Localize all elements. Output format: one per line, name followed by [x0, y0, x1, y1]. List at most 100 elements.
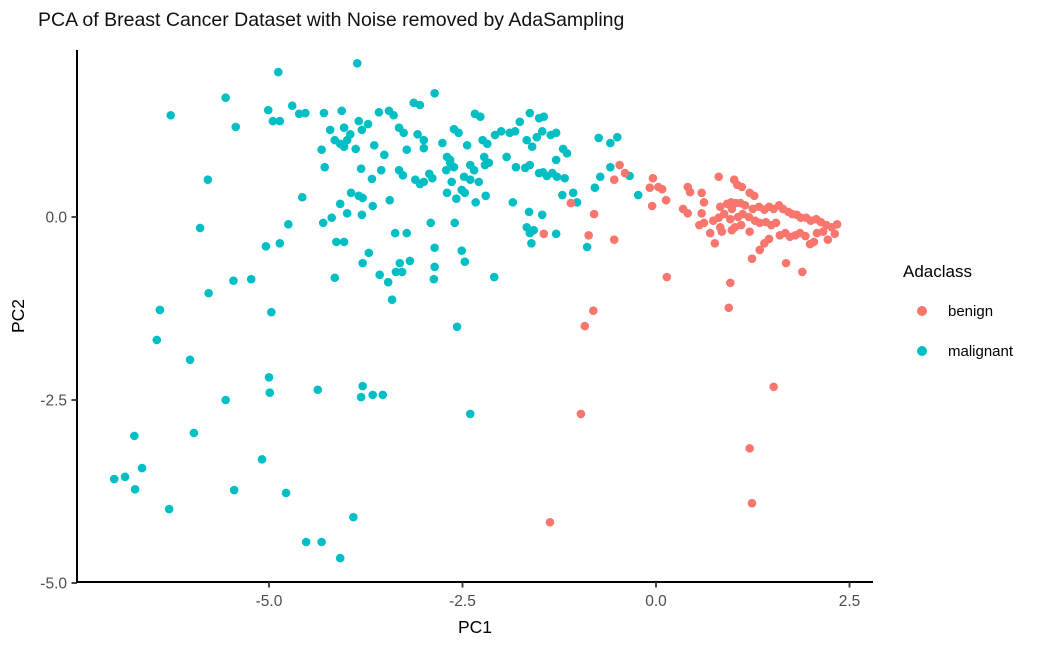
data-point-malignant — [137, 463, 147, 473]
benign-point-icon — [917, 306, 927, 316]
data-point-benign — [697, 188, 706, 198]
data-point-malignant — [450, 218, 460, 228]
data-point-malignant — [454, 128, 463, 138]
data-point-malignant — [281, 488, 291, 498]
malignant-point-icon — [917, 346, 927, 356]
data-point-malignant — [275, 239, 285, 248]
data-point-malignant — [595, 172, 605, 182]
data-point-malignant — [339, 142, 349, 152]
data-point-malignant — [397, 267, 407, 277]
data-point-malignant — [339, 237, 349, 247]
data-point-malignant — [405, 256, 415, 266]
data-point-malignant — [479, 152, 489, 162]
data-point-malignant — [415, 100, 425, 110]
data-point-malignant — [525, 108, 535, 118]
data-point-malignant — [330, 273, 340, 283]
data-point-malignant — [342, 209, 352, 218]
data-point-malignant — [367, 174, 377, 184]
data-point-malignant — [109, 474, 119, 484]
data-point-malignant — [438, 138, 447, 148]
data-point-malignant — [313, 385, 323, 395]
data-point-malignant — [335, 553, 345, 563]
data-point-malignant — [378, 390, 388, 400]
data-point-malignant — [327, 213, 336, 223]
data-point-malignant — [606, 162, 615, 172]
data-point-benign — [539, 229, 549, 239]
data-point-malignant — [471, 198, 480, 207]
data-point-malignant — [551, 155, 561, 165]
data-point-benign — [726, 214, 735, 224]
data-point-malignant — [447, 177, 456, 187]
data-point-malignant — [337, 106, 347, 116]
data-point-malignant — [527, 142, 537, 152]
data-point-malignant — [275, 116, 285, 126]
x-tick-label: 0.0 — [645, 593, 667, 610]
data-point-malignant — [263, 105, 273, 115]
data-point-malignant — [257, 454, 267, 464]
data-point-malignant — [203, 175, 213, 184]
data-point-benign — [797, 267, 807, 277]
data-point-malignant — [511, 162, 521, 172]
data-point-malignant — [606, 138, 615, 148]
data-point-malignant — [358, 193, 367, 203]
data-point-benign — [801, 231, 810, 241]
data-point-malignant — [413, 129, 422, 139]
data-point-malignant — [552, 172, 562, 182]
data-point-malignant — [590, 183, 600, 193]
data-point-benign — [662, 272, 672, 282]
data-point-benign — [615, 160, 624, 170]
data-point-malignant — [221, 93, 230, 102]
data-point-malignant — [267, 307, 276, 317]
data-point-benign — [609, 235, 619, 244]
data-point-malignant — [562, 149, 572, 158]
data-point-malignant — [539, 112, 549, 122]
axes — [76, 50, 873, 583]
data-point-malignant — [374, 108, 384, 117]
legend: Adaclass benign malignant — [903, 262, 1013, 380]
data-point-malignant — [268, 116, 278, 126]
data-point-malignant — [532, 132, 542, 142]
data-point-malignant — [320, 162, 330, 172]
data-point-malignant — [376, 165, 386, 175]
data-point-malignant — [357, 210, 367, 220]
data-point-malignant — [582, 242, 592, 252]
data-point-malignant — [560, 173, 569, 183]
data-point-benign — [830, 229, 840, 239]
data-point-benign — [771, 218, 781, 228]
legend-title: Adaclass — [903, 262, 972, 281]
data-point-malignant — [558, 190, 567, 200]
data-point-malignant — [231, 122, 241, 132]
legend-label-benign: benign — [948, 302, 994, 320]
data-point-malignant — [273, 67, 283, 77]
data-point-malignant — [297, 192, 307, 202]
data-point-benign — [609, 175, 619, 184]
data-point-malignant — [317, 145, 326, 154]
data-point-malignant — [429, 274, 439, 284]
data-point-malignant — [391, 267, 401, 277]
data-point-benign — [589, 209, 599, 219]
data-point-malignant — [284, 220, 293, 229]
data-point-malignant — [551, 128, 561, 138]
data-point-malignant — [489, 272, 499, 282]
data-point-malignant — [339, 123, 349, 132]
data-point-malignant — [352, 58, 362, 68]
data-point-malignant — [402, 228, 412, 238]
data-point-malignant — [459, 172, 469, 182]
data-point-malignant — [594, 133, 604, 143]
data-point-malignant — [351, 144, 360, 154]
data-point-malignant — [537, 127, 547, 136]
data-point-benign — [620, 168, 630, 178]
data-point-benign — [727, 225, 737, 235]
data-point-benign — [589, 306, 598, 315]
data-point-malignant — [527, 239, 536, 248]
data-point-malignant — [529, 225, 539, 235]
data-point-benign — [710, 239, 720, 248]
data-point-malignant — [265, 388, 275, 397]
data-point-benign — [737, 182, 747, 192]
data-point-malignant — [430, 262, 439, 272]
data-point-malignant — [368, 201, 378, 211]
data-point-malignant — [317, 537, 326, 547]
data-point-benign — [708, 216, 718, 225]
data-point-malignant — [508, 198, 518, 207]
data-point-malignant — [395, 258, 405, 268]
